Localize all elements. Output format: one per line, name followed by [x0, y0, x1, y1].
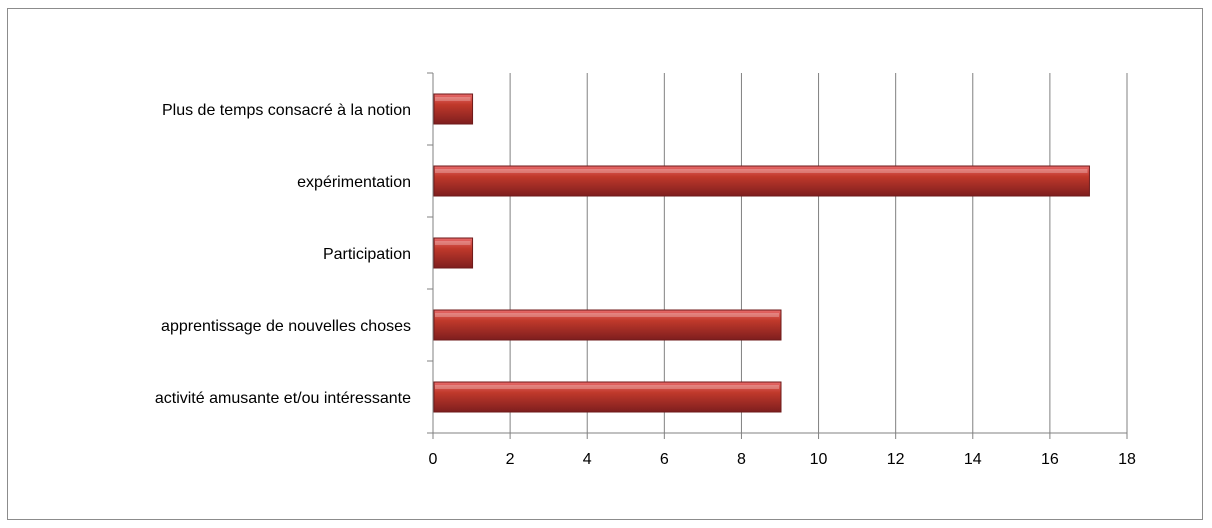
- bars: [433, 93, 1090, 413]
- bar-highlight-3: [435, 313, 779, 317]
- tick-label-x-8: 8: [737, 451, 746, 468]
- bar-highlight-2: [435, 241, 471, 245]
- tick-label-x-6: 6: [660, 451, 669, 468]
- bar-1: [433, 165, 1090, 197]
- tick-label-x-18: 18: [1118, 451, 1136, 468]
- bar-3: [433, 309, 782, 341]
- bar-4: [433, 381, 782, 413]
- bar-highlight-4: [435, 385, 779, 389]
- tick-label-x-12: 12: [887, 451, 905, 468]
- tick-label-x-14: 14: [964, 451, 982, 468]
- tick-label-x-0: 0: [429, 451, 438, 468]
- axes: [427, 72, 1128, 439]
- tick-label-x-16: 16: [1041, 451, 1059, 468]
- labels: 0 2 4 6 8 10 12 14 16 18 Plus de temps consacré à …: [155, 102, 1136, 468]
- category-label-2: Participation: [323, 246, 411, 263]
- category-label-3: apprentissage de nouvelles choses: [161, 318, 411, 335]
- category-label-1: expérimentation: [297, 174, 411, 191]
- tick-label-x-2: 2: [506, 451, 515, 468]
- category-label-0: Plus de temps consacré à la notion: [162, 102, 411, 119]
- chart-frame: [7, 8, 1203, 520]
- tick-label-x-4: 4: [583, 451, 592, 468]
- category-label-4: activité amusante et/ou intéressante: [155, 390, 411, 407]
- bar-0: [433, 93, 474, 125]
- bar-highlight-0: [435, 97, 471, 101]
- tick-label-x-10: 10: [810, 451, 828, 468]
- bar-highlight-1: [435, 169, 1088, 173]
- bar-2: [433, 237, 474, 269]
- gridlines: [509, 73, 1128, 433]
